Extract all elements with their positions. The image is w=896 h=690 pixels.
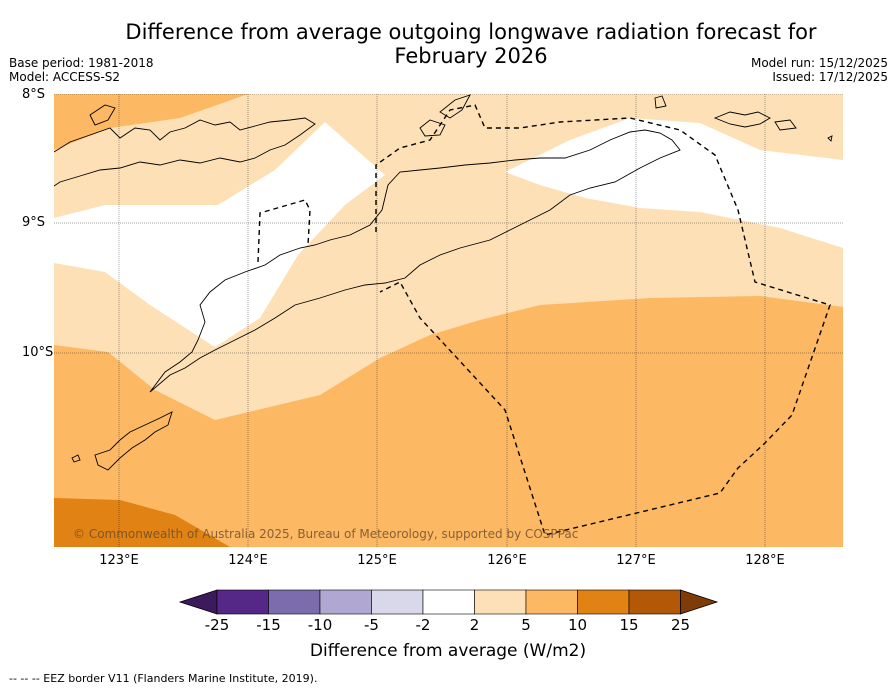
coast-islet-north [654,95,667,109]
colorbar-extend-low [178,589,218,615]
coast-islands-ne-2 [774,119,797,131]
title-line-2: February 2026 [394,44,548,68]
map-panel [54,94,843,547]
colorbar-segment-2 [268,589,321,615]
colorbar-segment-8 [577,589,630,615]
lon-label-125e: 125°E [357,553,397,568]
colorbar-segment-9 [628,589,681,615]
lat-label-8s: 8°S [22,87,46,102]
model-run: Model run: 15/12/2025 [750,56,888,70]
colorbar-extend-high [680,589,719,615]
meta-left: Base period: 1981-2018 Model: ACCESS-S2 [9,56,154,84]
colorbar-tick: -25 [204,616,230,634]
coast-timor [149,129,681,393]
coast-flores [54,117,316,187]
meta-right: Model run: 15/12/2025 Issued: 17/12/2025 [751,56,888,84]
chart-title: Difference from average outgoing longwav… [0,20,896,68]
lon-label-123e: 123°E [99,553,139,568]
coast-islands-ne [713,111,771,128]
colorbar-segment-1 [216,589,269,615]
colorbar-segment-5 [422,589,475,615]
colorbar [178,589,719,615]
colorbar-tick: 15 [619,616,639,634]
colorbar-segment-7 [525,589,578,615]
lon-label-126e: 126°E [487,553,527,568]
coast-islet-east [827,135,833,142]
band-5-10-nw [54,94,248,150]
coast-wetar [439,94,471,119]
colorbar-tick: -5 [364,616,379,634]
band-neutral-west [54,122,385,347]
issued-date: Issued: 17/12/2025 [772,70,888,84]
coast-sawu [71,454,81,463]
colorbar-tick: 5 [521,616,531,634]
colorbar-tick: -15 [256,616,281,634]
lon-label-124e: 124°E [228,553,268,568]
colorbar-tick: 10 [567,616,588,634]
coast-alor [419,119,446,137]
eez-footnote: -- -- -- EEZ border V11 (Flanders Marine… [9,672,318,685]
lon-label-127e: 127°E [616,553,656,568]
colorbar-segment-4 [371,589,424,615]
copyright-notice: © Commonwealth of Australia 2025, Bureau… [73,527,579,541]
base-period: Base period: 1981-2018 [9,56,154,70]
coastlines [54,94,833,471]
lat-label-9s: 9°S [22,215,46,230]
lon-label-128e: 128°E [745,553,785,568]
model-name: Model: ACCESS-S2 [9,70,121,84]
colorbar-segment-3 [319,589,372,615]
band-10-15-sw [54,498,230,547]
title-line-1: Difference from average outgoing longwav… [125,20,817,44]
colorbar-tick: 25 [670,616,691,634]
colorbar-tick: -2 [415,616,431,634]
coast-flores-south [89,104,116,126]
coast-rote [94,411,173,471]
colorbar-tick: -10 [307,616,333,634]
lat-label-10s: 10°S [22,345,54,360]
colorbar-segment-6 [474,589,527,615]
colorbar-tick: 2 [469,616,480,634]
colorbar-title: Difference from average (W/m2) [309,641,587,661]
eez-border [257,104,831,536]
gridlines [54,94,843,547]
